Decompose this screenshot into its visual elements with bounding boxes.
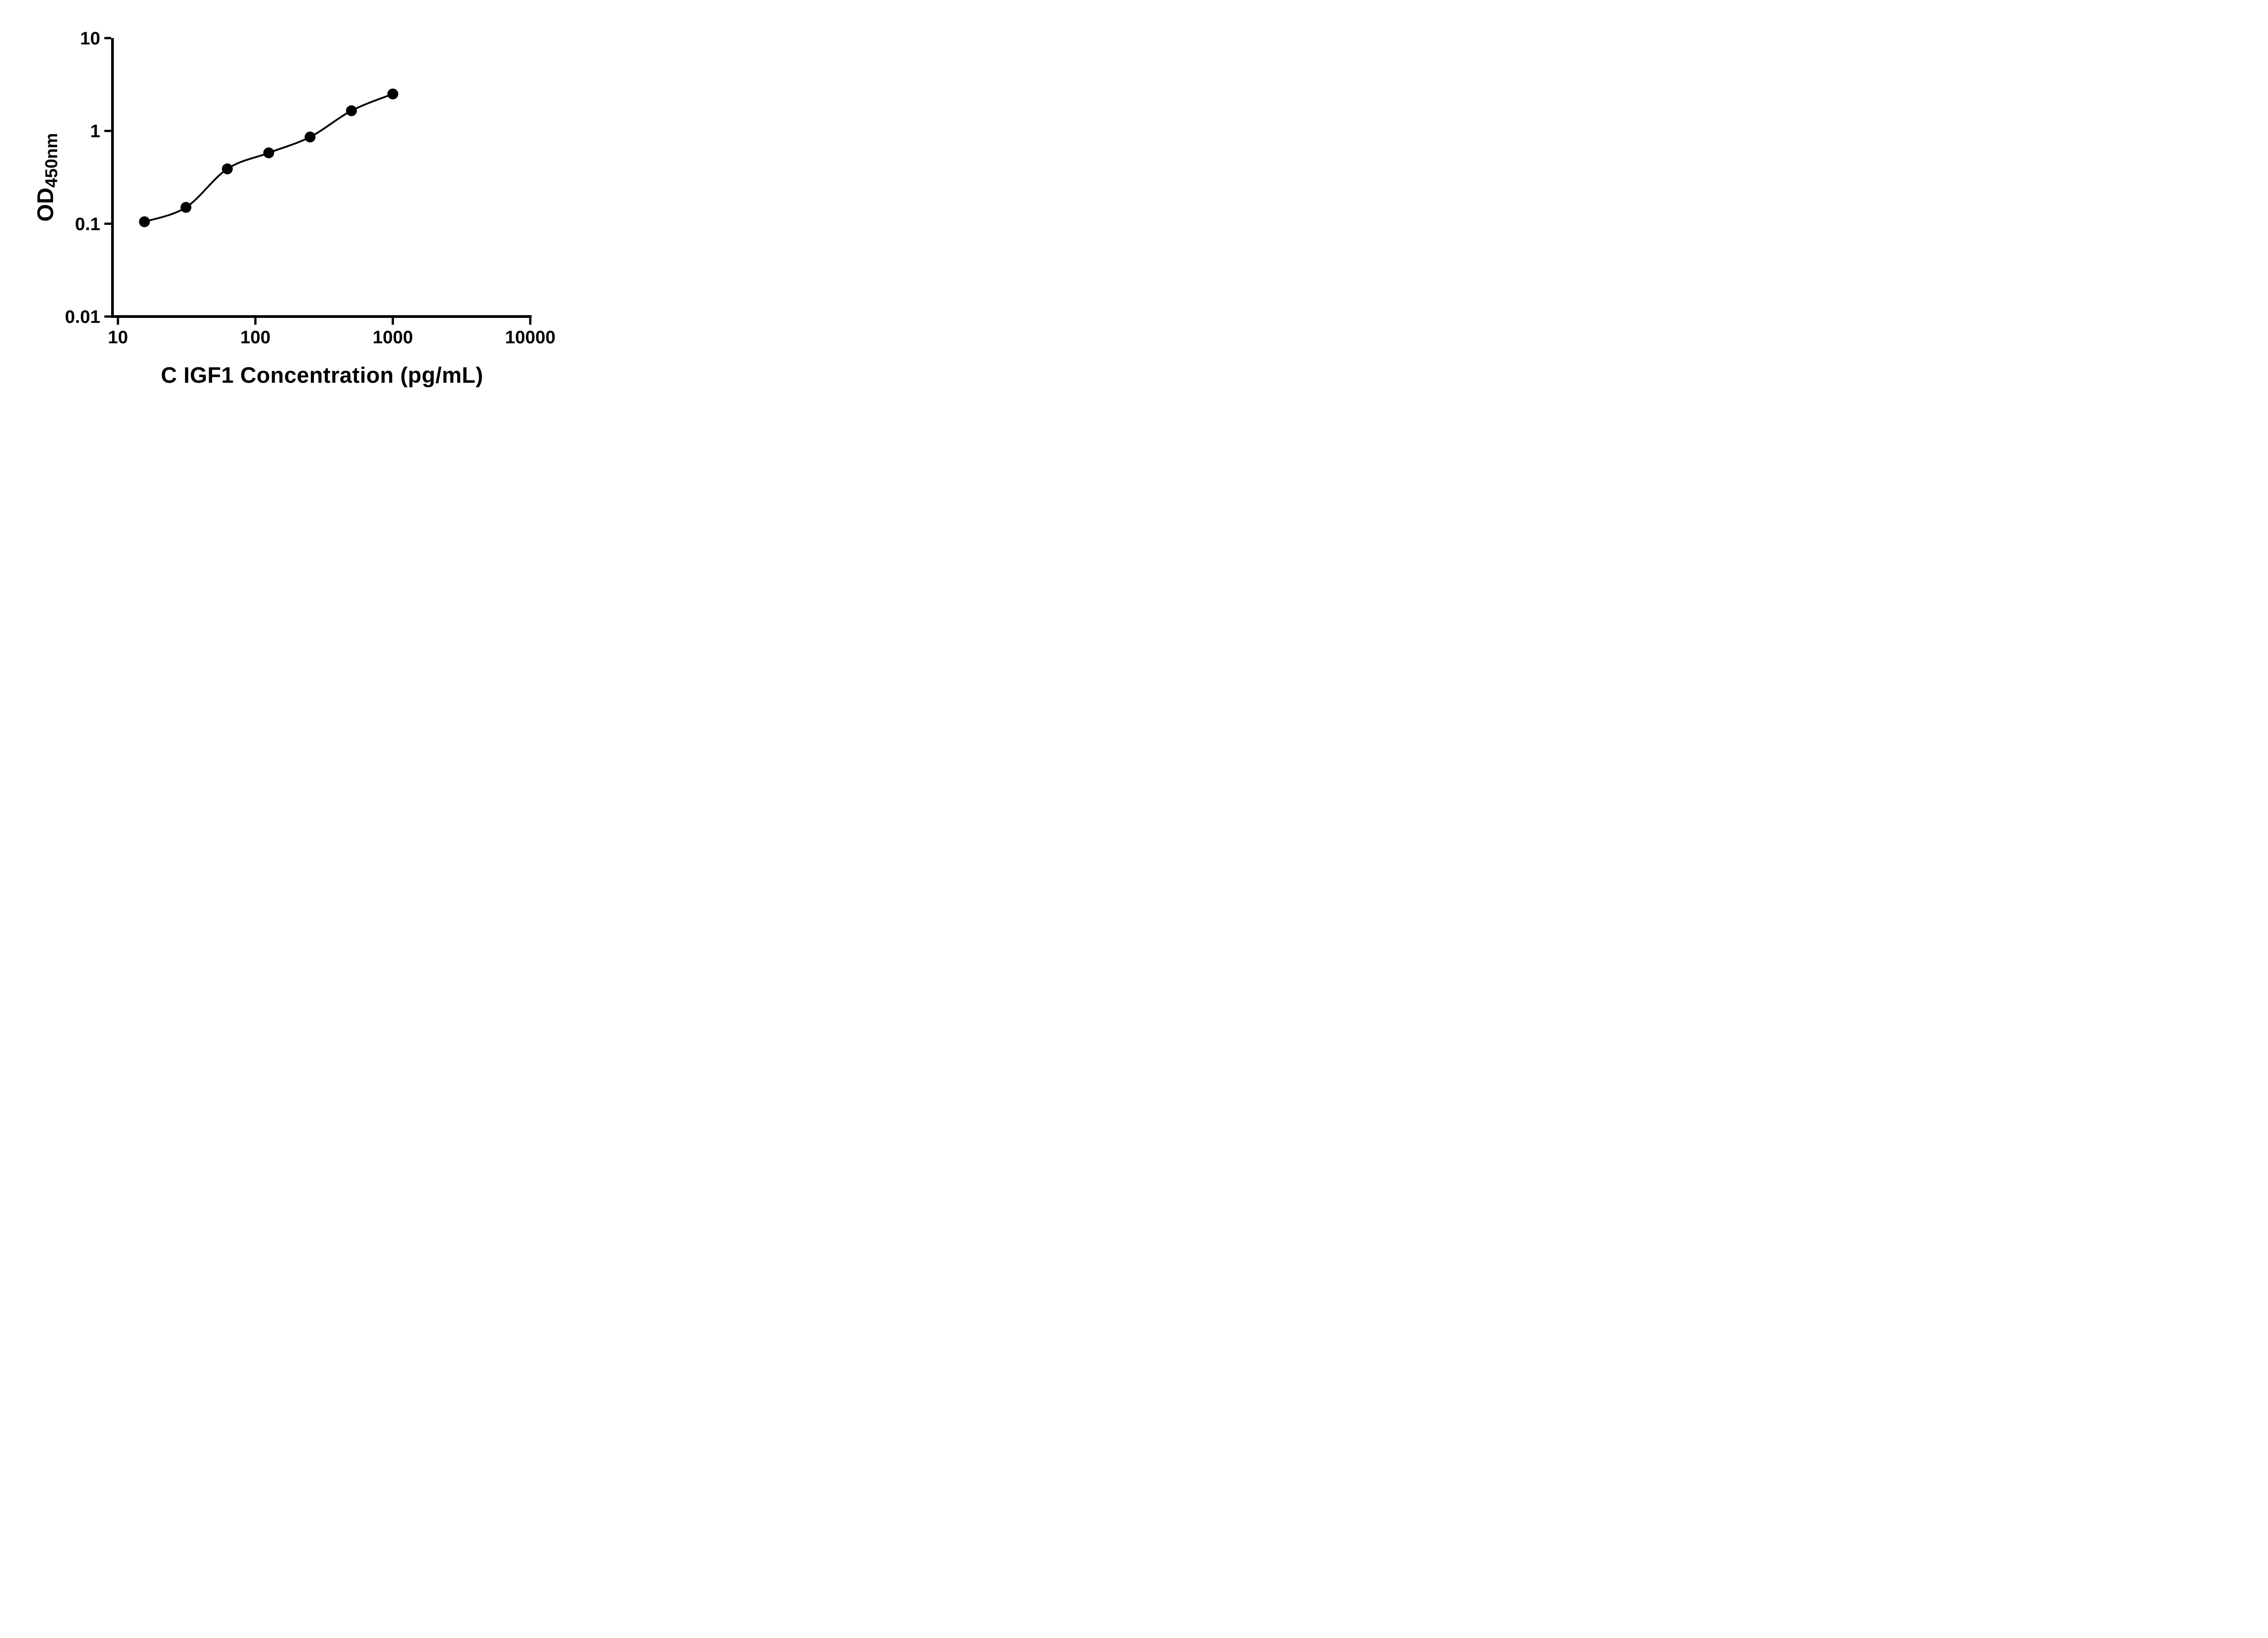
chart-canvas: 10 1 0.1 0.01 10 100 1000 10000 [65, 29, 555, 347]
x-tick-label: 100 [240, 327, 271, 347]
y-tick-label: 1 [90, 122, 100, 141]
y-tick-label: 0.01 [65, 307, 100, 327]
y-tick-label: 0.1 [75, 214, 100, 234]
x-tick-label: 10000 [505, 327, 555, 347]
x-tick-label: 10 [108, 327, 128, 347]
data-point-marker [180, 202, 191, 213]
x-axis-title: C IGF1 Concentration (pg/mL) [161, 363, 484, 388]
data-point-marker [387, 88, 398, 100]
y-axis-title-main: OD [33, 187, 58, 222]
y-tick-label: 10 [80, 29, 101, 49]
data-point-marker [222, 163, 233, 175]
elisa-standard-curve-figure: 10 1 0.1 0.01 10 100 1000 10000 C IGF1 Concentr… [0, 0, 584, 410]
y-axis-title-subscript: 450nm [42, 133, 61, 188]
y-axis-title: OD450nm [32, 133, 61, 222]
data-point-marker [346, 105, 357, 117]
data-point-marker [304, 132, 316, 143]
x-tick-label: 1000 [373, 327, 413, 347]
data-point-marker [263, 147, 274, 159]
data-point-marker [139, 216, 150, 227]
